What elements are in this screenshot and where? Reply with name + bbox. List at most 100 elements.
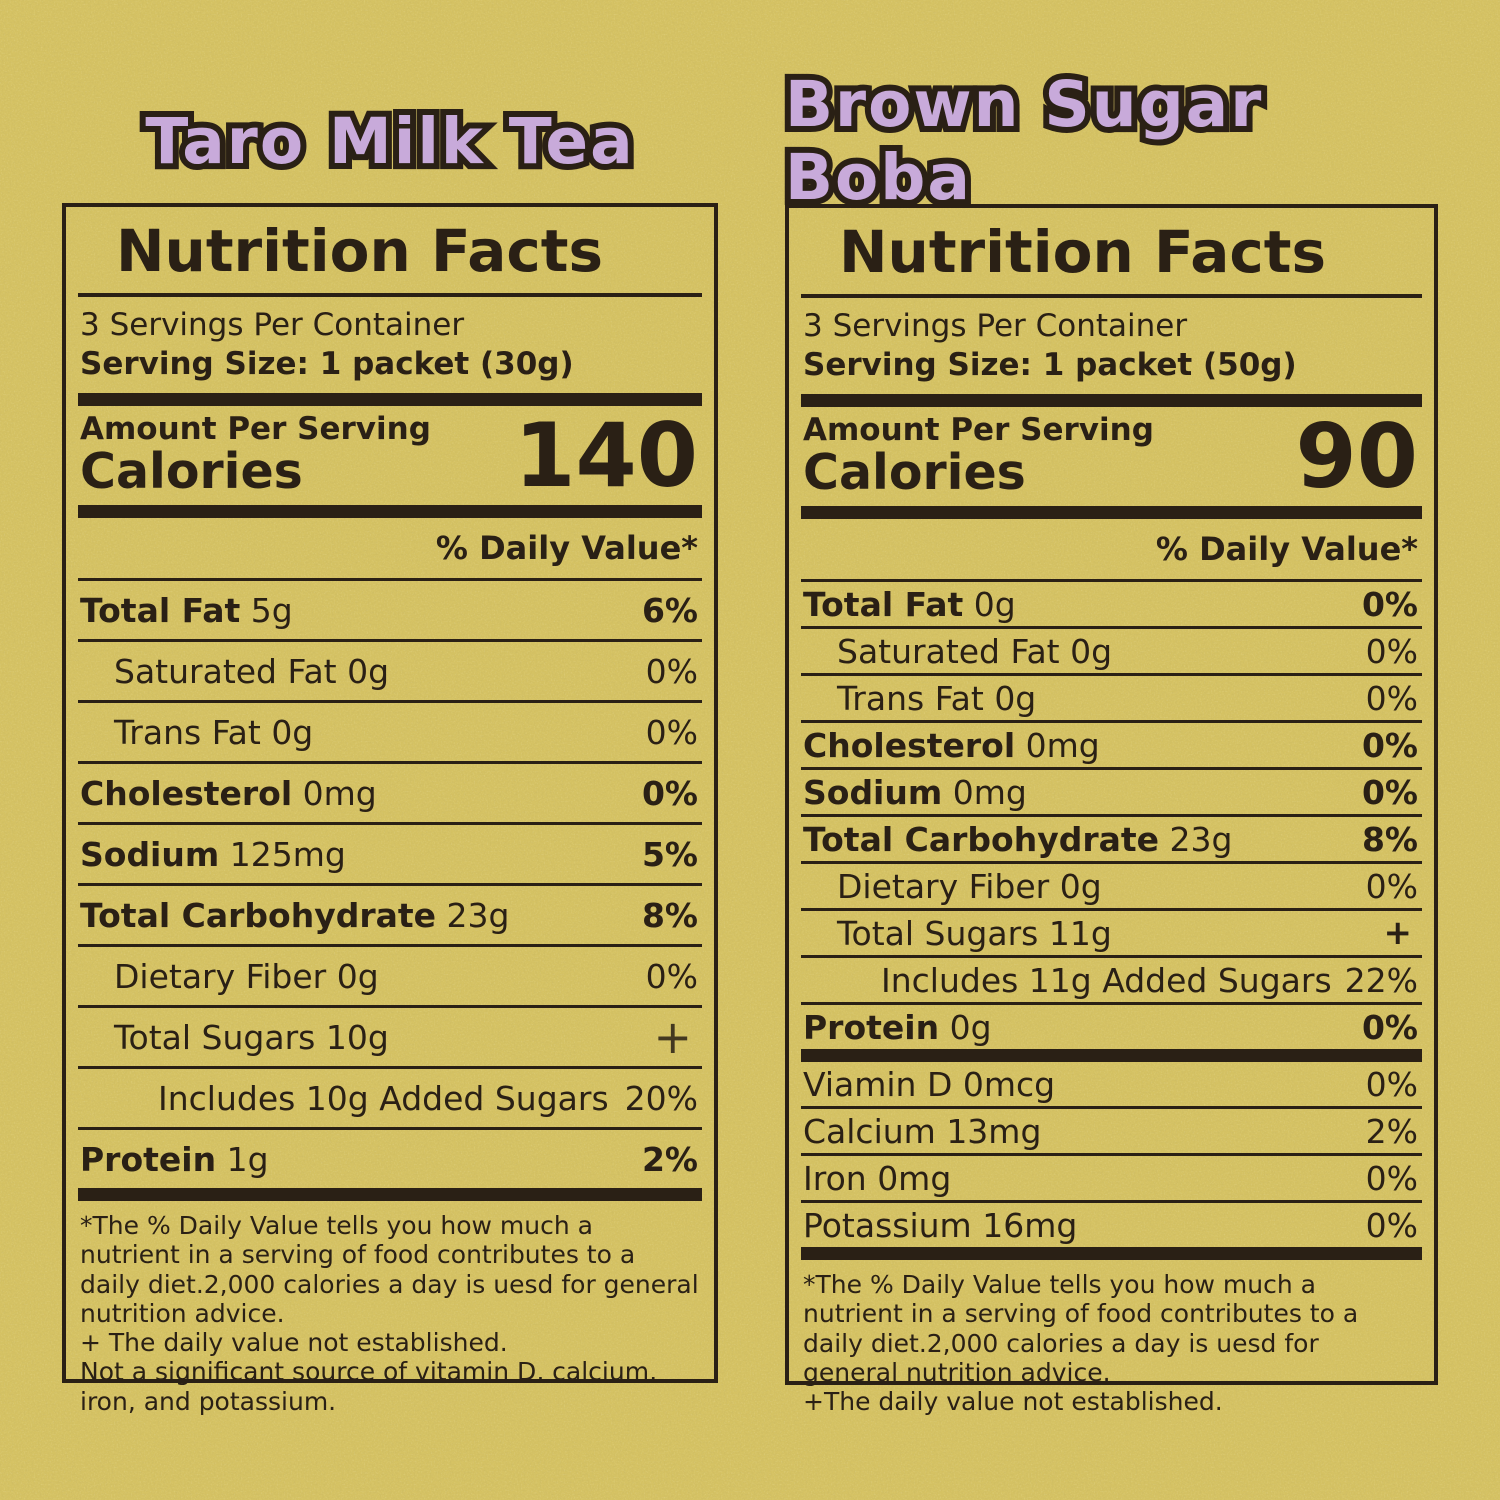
nutrient-dv: 0%	[1361, 772, 1418, 812]
nutrient-dv: 2%	[641, 1139, 698, 1179]
nutrient-name: Saturated Fat	[837, 631, 1060, 671]
thick-bar	[801, 506, 1422, 519]
nutrient-dv: 0%	[645, 956, 698, 996]
nutrient-amount: 11g	[1048, 913, 1112, 953]
nutrient-amount: 0g	[949, 1007, 992, 1047]
nutrient-name: Viamin D	[803, 1064, 953, 1104]
calories-value: 90	[1295, 404, 1418, 508]
nutrient-row-saturated-fat: Saturated Fat 0g 0%	[801, 626, 1422, 673]
calories-value: 140	[514, 403, 698, 507]
nutrient-dv: 0%	[1361, 1007, 1418, 1047]
calories-labels: Amount Per Serving Calories	[80, 411, 431, 500]
nutrient-amount: 10g	[325, 1017, 389, 1057]
nutrient-name: Sodium	[803, 772, 943, 812]
serving-size: Serving Size: 1 packet (50g)	[803, 347, 1297, 383]
vitamin-row-calcium: Calcium 13mg 2%	[801, 1106, 1422, 1153]
thick-bar	[801, 1049, 1422, 1062]
nutrient-amount: 0g	[336, 956, 379, 996]
nutrient-name: Cholesterol	[803, 725, 1016, 765]
nutrient-dv: 0%	[1361, 584, 1418, 624]
nutrient-dv: 0%	[1365, 866, 1418, 906]
servings-per-container: 3 Servings Per Container	[803, 308, 1188, 344]
nutrient-amount: 0g	[271, 712, 314, 752]
nutrient-dv: 8%	[641, 895, 698, 935]
footnote-not-established: + The daily value not established.	[80, 1328, 508, 1357]
nutrient-dv: 0%	[645, 712, 698, 752]
nutrient-amount: 0g	[1070, 631, 1113, 671]
nutrient-name: Total Fat	[803, 584, 964, 624]
nutrient-name: Total Fat	[80, 590, 241, 630]
serving-size: Serving Size: 1 packet (30g)	[80, 346, 574, 382]
nutrient-dv: 0%	[645, 651, 698, 691]
nutrient-name: Trans Fat	[837, 678, 984, 718]
product-title-brown-sugar-boba: Brown Sugar Boba	[785, 68, 1438, 214]
nutrient-amount: 16mg	[982, 1205, 1078, 1245]
nutrient-amount: 0mg	[877, 1158, 952, 1198]
calories-block: Amount Per Serving Calories 90	[801, 407, 1422, 506]
calories-labels: Amount Per Serving Calories	[803, 412, 1154, 501]
nutrient-dv: 20%	[624, 1078, 698, 1118]
daily-value-header: % Daily Value*	[1155, 530, 1418, 568]
vitamin-row-vitamin-d: Viamin D 0mcg 0%	[801, 1062, 1422, 1106]
nutrient-name: Trans Fat	[114, 712, 261, 752]
footnote-not-established: +The daily value not established.	[803, 1387, 1223, 1416]
nutrient-row-total-fat: Total Fat 5g 6%	[78, 578, 702, 639]
nutrient-dv: 0%	[641, 773, 698, 813]
nutrient-amount: 0mcg	[962, 1064, 1056, 1104]
nutrient-dv: 5%	[641, 834, 698, 874]
nutrient-name: Iron	[803, 1158, 867, 1198]
vitamin-row-iron: Iron 0mg 0%	[801, 1153, 1422, 1200]
daily-value-header: % Daily Value*	[435, 529, 698, 567]
nutrient-row-added-sugars: Includes 11g Added Sugars 22%	[801, 955, 1422, 1002]
nutrient-amount: 1g	[226, 1139, 269, 1179]
servings-per-container: 3 Servings Per Container	[80, 307, 465, 343]
nutrient-name: Total Carbohydrate	[803, 819, 1160, 859]
nutrient-row-total-carbohydrate: Total Carbohydrate 23g 8%	[78, 883, 702, 944]
nutrient-dv: 0%	[1365, 631, 1418, 671]
nutrient-name: Protein	[803, 1007, 940, 1047]
footnote: *The % Daily Value tells you how much a …	[78, 1201, 702, 1416]
nutrient-amount: 0mg	[302, 773, 377, 813]
nutrient-name: Cholesterol	[80, 773, 293, 813]
nutrient-row-added-sugars: Includes 10g Added Sugars 20%	[78, 1066, 702, 1127]
thick-bar	[801, 1247, 1422, 1260]
nutrient-amount: 13mg	[946, 1111, 1042, 1151]
product-title-text: Taro Milk Tea	[145, 105, 634, 178]
nutrient-name: Saturated Fat	[114, 651, 337, 691]
nutrient-name: Total Carbohydrate	[80, 895, 437, 935]
nutrient-amount: 23g	[1169, 819, 1233, 859]
nutrient-row-total-fat: Total Fat 0g 0%	[801, 579, 1422, 626]
footnote: *The % Daily Value tells you how much a …	[801, 1260, 1422, 1416]
calories-label: Calories	[803, 444, 1026, 501]
thick-bar	[78, 1188, 702, 1201]
nutrient-row-protein: Protein 1g 2%	[78, 1127, 702, 1188]
nutrient-row-dietary-fiber: Dietary Fiber 0g 0%	[801, 861, 1422, 908]
nutrient-row-total-carbohydrate: Total Carbohydrate 23g 8%	[801, 814, 1422, 861]
daily-value-not-established-mark: +	[1383, 913, 1413, 953]
nutrient-amount: 5g	[250, 590, 293, 630]
nutrient-row-trans-fat: Trans Fat 0g 0%	[801, 673, 1422, 720]
product-title-taro-milk-tea: Taro Milk Tea	[62, 96, 718, 186]
calories-label: Calories	[80, 443, 303, 500]
nutrient-amount: 0g	[994, 678, 1037, 718]
nutrient-row-sodium: Sodium 125mg 5%	[78, 822, 702, 883]
nutrient-dv: 0%	[1365, 1158, 1418, 1198]
nutrition-label-boba: Nutrition Facts 3 Servings Per Container…	[785, 204, 1438, 1416]
nutrient-dv: 22%	[1344, 960, 1418, 1000]
amount-per-serving-label: Amount Per Serving	[80, 411, 431, 447]
nutrition-facts-heading: Nutrition Facts	[116, 217, 603, 285]
nutrient-name: Dietary Fiber	[114, 956, 327, 996]
nutrient-dv: 0%	[1365, 678, 1418, 718]
nutrient-row-cholesterol: Cholesterol 0mg 0%	[801, 720, 1422, 767]
footnote-not-significant: Not a significant source of vitamin D, c…	[80, 1357, 658, 1416]
vitamin-row-potassium: Potassium 16mg 0%	[801, 1200, 1422, 1247]
nutrient-dv: 6%	[641, 590, 698, 630]
nutrient-amount: 23g	[446, 895, 510, 935]
nutrient-name: Calcium	[803, 1111, 936, 1151]
nutrient-dv: 0%	[1361, 725, 1418, 765]
nutrient-name: Includes 11g Added Sugars	[881, 960, 1332, 1000]
nutrient-name: Sodium	[80, 834, 220, 874]
nutrient-dv: 0%	[1365, 1205, 1418, 1245]
nutrient-name: Dietary Fiber	[837, 866, 1050, 906]
